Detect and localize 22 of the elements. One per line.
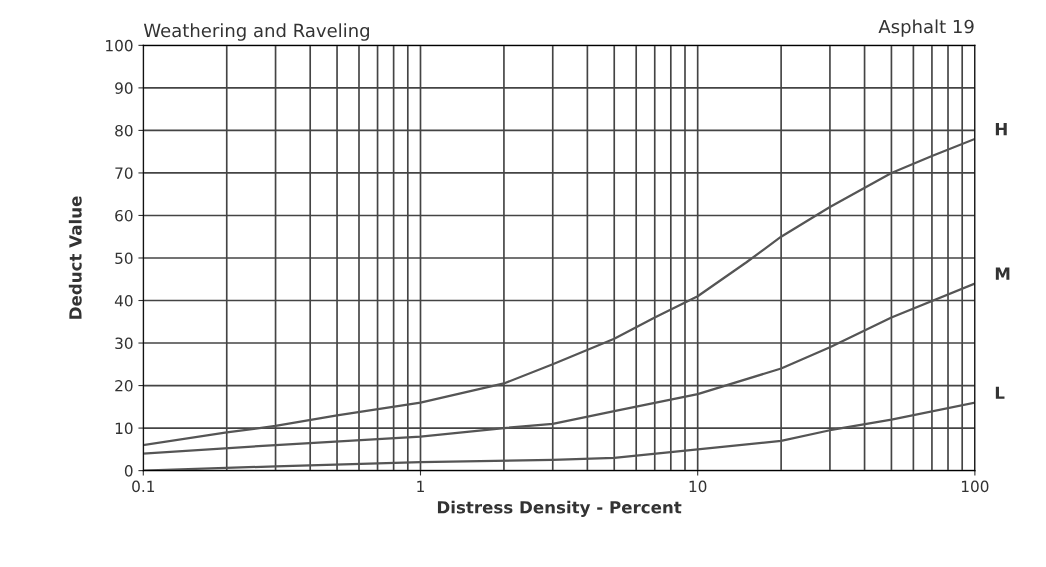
x-tick-label: 100 — [961, 480, 989, 493]
y-tick-label: 50 — [115, 252, 133, 265]
series-label: H — [995, 123, 1007, 136]
y-tick-label: 20 — [115, 380, 133, 392]
y-tick-label: 70 — [115, 167, 133, 179]
x-tick-label: 0.1 — [132, 480, 155, 493]
y-tick-label: 100 — [106, 39, 133, 52]
text: Asphalt 19 — [878, 19, 974, 37]
series-label: M — [995, 267, 1010, 280]
y-tick-label: 90 — [115, 82, 133, 94]
y-axis-title: Deduct Value — [68, 196, 82, 319]
series-label: L — [995, 386, 1005, 399]
chart-title: Weathering and Raveling — [143, 23, 369, 41]
y-tick-label: 30 — [115, 337, 133, 350]
y-tick-label: 0 — [124, 465, 133, 477]
y-tick-label: 60 — [115, 209, 133, 222]
y-tick-label: 10 — [115, 422, 133, 435]
y-tick-label: 80 — [115, 124, 133, 137]
y-tick-label: 40 — [114, 294, 133, 307]
x-axis-title: Distress Density - Percent — [437, 500, 682, 517]
x-tick-label: 10 — [689, 480, 707, 493]
x-tick-label: 1 — [417, 480, 424, 492]
